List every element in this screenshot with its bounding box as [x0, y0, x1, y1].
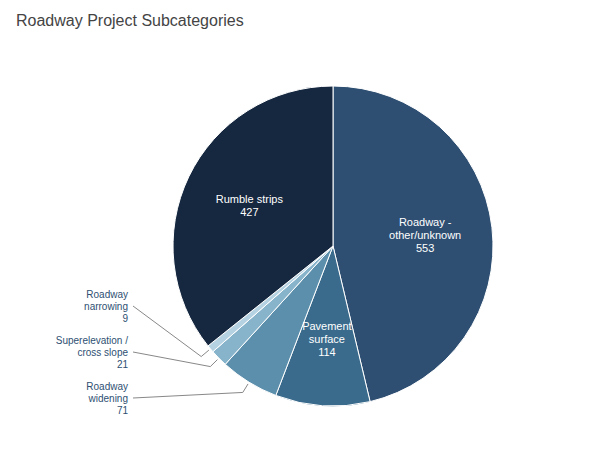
- svg-text:Roadway -other/unknown553: Roadway -other/unknown553: [389, 216, 461, 254]
- svg-text:Pavementsurface114: Pavementsurface114: [302, 320, 352, 358]
- svg-text:Rumble strips427: Rumble strips427: [216, 193, 284, 218]
- svg-text:Superelevation /cross slope21: Superelevation /cross slope21: [56, 335, 129, 370]
- svg-text:Roadwaywidening71: Roadwaywidening71: [86, 381, 128, 416]
- svg-text:Roadwaynarrowing9: Roadwaynarrowing9: [84, 289, 128, 324]
- html-text:Roadway Project Subcategories: Roadway Project Subcategories: [16, 12, 244, 29]
